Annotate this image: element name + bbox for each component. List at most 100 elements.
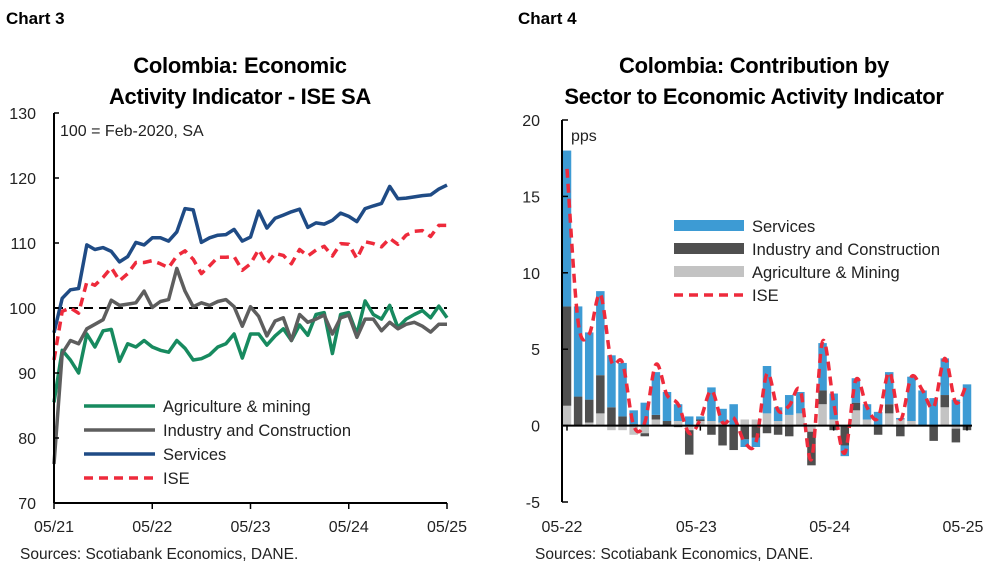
bar-agriculture-mining [684,425,694,431]
bar-agriculture-mining [829,419,838,426]
series-line-ise [52,223,447,361]
bar-agriculture-mining [629,425,638,435]
series-line-agriculture-mining [52,299,449,403]
bar-agriculture-mining [651,419,661,426]
bar-services [718,408,727,423]
y-tick-label: 10 [522,266,540,283]
bar-industry-and-construction [784,425,794,437]
bar-industry-and-construction [740,425,750,440]
x-tick-label: 05/22 [132,519,172,536]
bar-services [896,417,905,420]
bar-industry-and-construction [896,425,905,437]
chart3-label: Chart 3 [6,9,65,28]
bar-services [907,376,916,422]
bar-industry-and-construction [818,390,827,405]
bar-services [596,291,605,376]
x-tick-label: 05/23 [230,519,270,536]
bar-industry-and-construction [718,425,727,446]
x-tick-label: 05/25 [427,519,467,536]
bar-agriculture-mining [896,419,905,426]
bar-services [773,407,783,422]
legend-swatch-agriculture-mining [674,266,744,277]
bar-agriculture-mining [596,413,605,426]
chart3-title-line2: Activity Indicator - ISE SA [109,84,371,109]
bar-services [684,416,694,426]
bar-agriculture-mining [951,425,961,429]
bar-services [629,410,638,425]
legend-label-agriculture-mining: Agriculture & mining [163,398,311,416]
bar-services [862,404,872,420]
bar-services [640,402,650,426]
bar-industry-and-construction [662,421,672,426]
legend-label-agriculture-mining: Agriculture & Mining [752,264,900,282]
bar-industry-and-construction [873,425,883,435]
bar-agriculture-mining [773,421,783,426]
bar-industry-and-construction [762,425,772,434]
chart4-plot: -5 0 5 10 15 20 05-22 05-23 05-24 05-25 Services In… [522,113,983,536]
chart4-source: Sources: Scotiabank Economics, DANE. [535,546,813,563]
legend-label-industry-and-construction: Industry and Construction [163,422,351,440]
bar-agriculture-mining [851,410,861,426]
legend-swatch-services [674,220,744,231]
bar-industry-and-construction [773,425,783,435]
bar-services [762,366,772,414]
bar-agriculture-mining [884,413,894,426]
bar-industry-and-construction [562,306,572,406]
bar-industry-and-construction [640,433,650,437]
y-tick-label: 70 [18,496,36,513]
y-tick-label: 0 [531,419,540,436]
chart4-label: Chart 4 [518,9,577,28]
bar-agriculture-mining [607,425,616,431]
y-tick-label: 20 [522,113,540,130]
bar-industry-and-construction [684,430,694,455]
bar-industry-and-construction [696,419,705,422]
legend-label-ise: ISE [163,470,190,488]
bar-industry-and-construction [807,431,816,466]
bar-agriculture-mining [796,413,805,426]
bar-agriculture-mining [751,419,761,426]
y-tick-label: 110 [10,236,36,253]
chart4-title-line2: Sector to Economic Activity Indicator [564,84,944,109]
bar-services [796,391,805,414]
bar-agriculture-mining [740,419,750,426]
y-tick-label: 15 [522,189,540,206]
chart3-plot: 70 80 90 100 110 120 130 05/21 05/22 05/23 05/24 05… [9,106,467,536]
y-tick-label: -5 [526,495,540,512]
bar-services [962,384,972,426]
bar-services [651,372,661,415]
bar-agriculture-mining [640,425,650,434]
bar-services [707,387,716,422]
bar-services [751,437,761,447]
bar-industry-and-construction [584,399,594,423]
bar-agriculture-mining [762,413,772,426]
bar-agriculture-mining [940,407,950,426]
legend-swatch-industry-and-construction [674,243,744,254]
bar-industry-and-construction [729,425,738,451]
bar-services [951,399,961,426]
series-line-ise [565,168,969,462]
bar-industry-and-construction [840,425,850,446]
bar-agriculture-mining [907,421,916,426]
bar-industry-and-construction [607,407,616,426]
bar-agriculture-mining [618,425,627,431]
y-tick-label: 90 [18,366,36,383]
bar-agriculture-mining [818,404,827,426]
bar-services [929,398,938,426]
bar-industry-and-construction [707,425,716,435]
chart4-title-line1: Colombia: Contribution by [619,53,890,78]
chart3-annotation: 100 = Feb-2020, SA [60,123,204,140]
series-line-services [52,183,448,334]
bar-services [584,332,594,400]
bar-services [607,355,616,408]
x-tick-label: 05-24 [809,519,850,536]
bar-services [884,372,894,405]
bar-services [562,150,572,307]
x-tick-label: 05-23 [676,519,717,536]
y-tick-label: 100 [9,301,36,318]
y-tick-label: 120 [9,171,36,188]
bar-services [618,362,627,417]
bar-services [740,439,750,447]
bar-services [851,378,861,403]
bar-industry-and-construction [573,396,583,426]
